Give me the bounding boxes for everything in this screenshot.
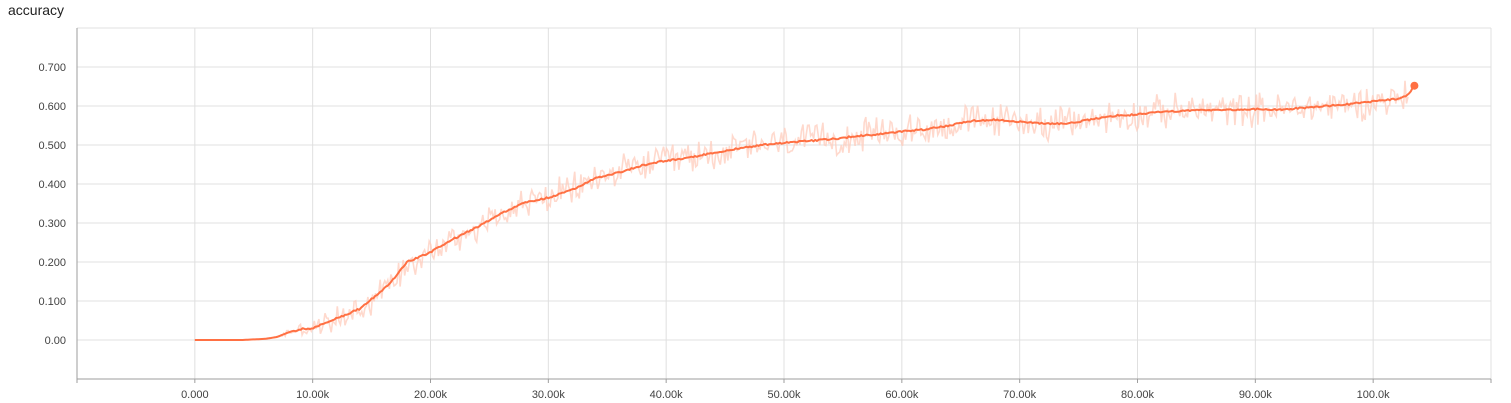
smoothed-series-layer [194, 81, 1419, 341]
y-tick-label: 0.00 [45, 335, 66, 347]
y-tick-label: 0.200 [38, 257, 66, 269]
x-tick-label: 90.00k [1239, 389, 1273, 401]
x-tick-label: 30.00k [532, 389, 566, 401]
tick-labels: 0.00 0.100 0.200 0.300 0.400 0.500 0.600 0.700 0… [38, 62, 1390, 401]
x-tick-label: 0.000 [181, 389, 209, 401]
raw-series-line [194, 80, 1409, 341]
x-tick-label: 10.00k [296, 389, 330, 401]
grid-lines [77, 27, 1492, 379]
x-tick-label: 50.00k [767, 389, 801, 401]
smoothed-series-line [194, 85, 1416, 341]
x-tick-label: 60.00k [885, 389, 919, 401]
last-point-marker[interactable] [1410, 81, 1419, 90]
x-tick-label: 40.00k [650, 389, 684, 401]
x-tick-label: 70.00k [1003, 389, 1037, 401]
y-tick-label: 0.700 [38, 62, 66, 74]
y-tick-label: 0.600 [38, 101, 66, 113]
y-tick-label: 0.400 [38, 179, 66, 191]
raw-series-layer [194, 80, 1409, 341]
axes [76, 28, 1492, 383]
y-tick-label: 0.500 [38, 140, 66, 152]
y-tick-label: 0.300 [38, 218, 66, 230]
x-tick-label: 100.0k [1357, 389, 1391, 401]
x-tick-label: 20.00k [414, 389, 448, 401]
x-tick-label: 80.00k [1121, 389, 1155, 401]
chart-title: accuracy [8, 2, 65, 18]
y-tick-label: 0.100 [38, 296, 66, 308]
